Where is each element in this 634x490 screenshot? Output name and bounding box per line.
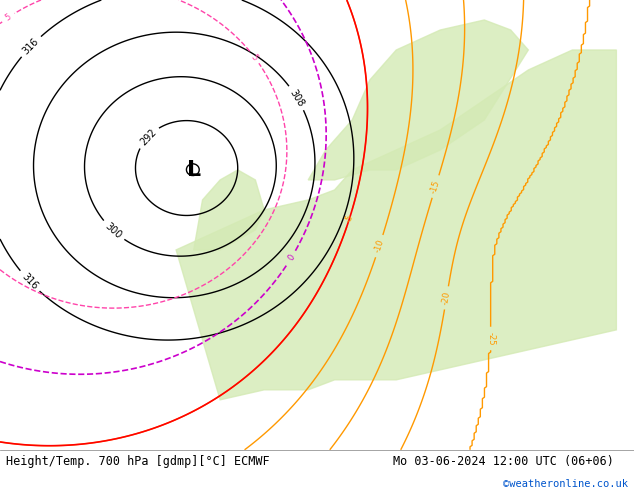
Text: 5: 5	[4, 12, 13, 23]
Polygon shape	[194, 170, 264, 250]
Text: 292: 292	[138, 127, 158, 147]
Text: 308: 308	[288, 87, 306, 108]
Text: 0: 0	[287, 253, 297, 262]
Text: 316: 316	[20, 271, 39, 292]
Text: -5: -5	[344, 213, 355, 223]
Text: 316: 316	[21, 36, 41, 56]
Text: Mo 03-06-2024 12:00 UTC (06+06): Mo 03-06-2024 12:00 UTC (06+06)	[393, 455, 614, 467]
Polygon shape	[308, 20, 528, 180]
Text: 5: 5	[249, 52, 259, 62]
Text: -25: -25	[486, 332, 495, 345]
Text: Height/Temp. 700 hPa [gdmp][°C] ECMWF: Height/Temp. 700 hPa [gdmp][°C] ECMWF	[6, 455, 270, 467]
Text: ©weatheronline.co.uk: ©weatheronline.co.uk	[503, 479, 628, 489]
Text: 300: 300	[103, 221, 124, 241]
Polygon shape	[176, 50, 616, 400]
Text: L: L	[186, 160, 201, 180]
Text: -15: -15	[429, 179, 442, 195]
Text: -10: -10	[373, 238, 385, 254]
Text: -20: -20	[441, 291, 452, 305]
